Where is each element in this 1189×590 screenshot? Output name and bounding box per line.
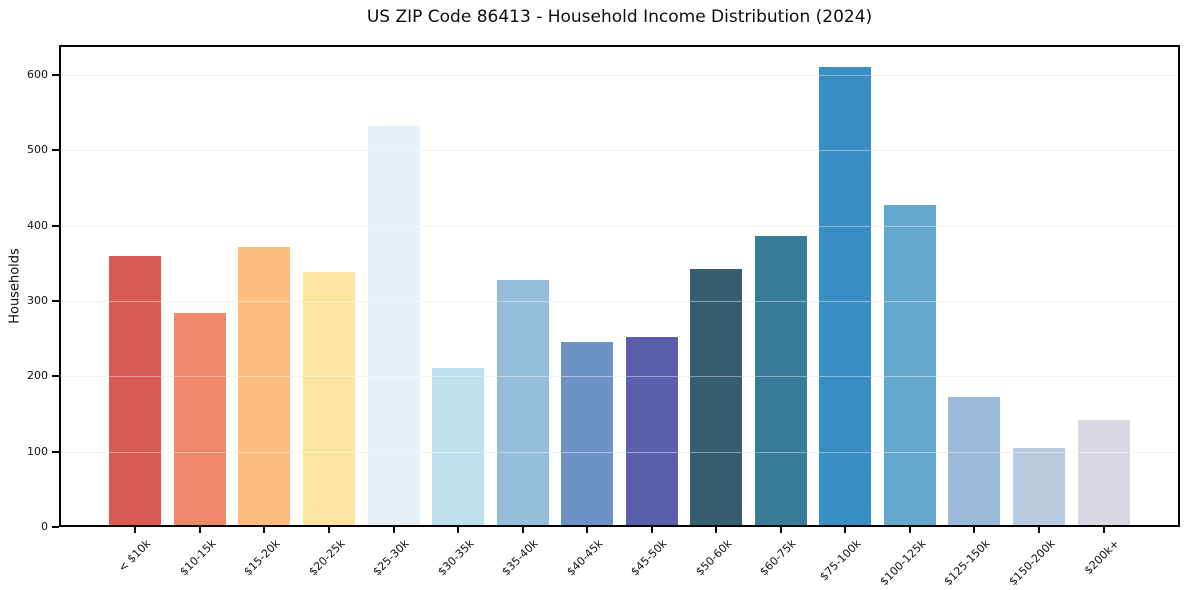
- bar-$125-150k: [948, 396, 1001, 527]
- gridline-500: [59, 150, 1180, 152]
- xtick-mark-12: [844, 527, 847, 533]
- bar-$200k+: [1077, 420, 1130, 527]
- plot-area: [59, 45, 1180, 527]
- bar-$50-60k: [690, 269, 743, 527]
- xtick-label-5: $25-30k: [370, 537, 412, 579]
- gridline-200: [59, 376, 1180, 378]
- xtick-label-4: $20-25k: [305, 537, 348, 579]
- bar-$40-45k: [561, 341, 614, 527]
- xtick-mark-6: [457, 527, 460, 533]
- xtick-mark-15: [1038, 527, 1040, 533]
- y-axis-label: Households: [7, 248, 23, 324]
- xtick-mark-3: [263, 527, 266, 533]
- gridline-600: [59, 75, 1180, 77]
- ytick-label-300: 300: [27, 294, 48, 308]
- xtick-label-7: $35-40k: [499, 537, 541, 579]
- bar-$60-75k: [754, 236, 807, 527]
- xtick-label-11: $60-75k: [757, 537, 800, 579]
- xtick-label-13: $100-125k: [876, 537, 929, 589]
- ytick-label-600: 600: [27, 68, 48, 82]
- xtick-mark-11: [779, 527, 782, 533]
- xtick-label-3: $15-20k: [241, 537, 283, 579]
- ytick-mark-300: [52, 300, 59, 303]
- ytick-mark-200: [52, 375, 59, 378]
- ytick-label-100: 100: [27, 444, 48, 458]
- gridline-overlay-200: [59, 376, 1180, 378]
- xtick-mark-2: [198, 527, 201, 533]
- xtick-mark-10: [715, 527, 718, 533]
- bar-$10-15k: [173, 313, 226, 527]
- xtick-mark-16: [1102, 527, 1105, 533]
- xtick-label-9: $45-50k: [628, 537, 670, 579]
- gridline-overlay-400: [59, 225, 1180, 227]
- bar-< $10k: [109, 255, 162, 527]
- ytick-mark-600: [52, 74, 59, 77]
- xtick-mark-14: [973, 527, 976, 533]
- xtick-label-12: $75-100k: [817, 537, 864, 584]
- bar-$25-30k: [367, 126, 420, 527]
- xtick-label-8: $40-45k: [564, 537, 606, 579]
- ytick-label-400: 400: [27, 218, 48, 232]
- ytick-label-500: 500: [27, 143, 48, 157]
- xtick-label-1: < $10k: [115, 537, 154, 575]
- plot-frame: [59, 45, 1180, 527]
- xtick-mark-5: [392, 527, 395, 533]
- gridline-overlay-300: [59, 301, 1180, 303]
- xtick-mark-13: [908, 527, 911, 533]
- gridline-overlay-600: [59, 75, 1180, 77]
- chart-title: US ZIP Code 86413 - Household Income Dis…: [366, 7, 873, 27]
- bar-$30-35k: [432, 368, 485, 527]
- bar-$20-25k: [302, 271, 355, 527]
- gridline-100: [59, 451, 1180, 453]
- xtick-label-2: $10-15k: [176, 537, 219, 579]
- xtick-mark-8: [586, 527, 589, 533]
- xtick-mark-7: [521, 527, 524, 533]
- gridline-overlay-500: [59, 150, 1180, 152]
- gridline-400: [59, 225, 1180, 227]
- bar-$150-200k: [1013, 447, 1065, 527]
- bar-$45-50k: [625, 336, 678, 527]
- xtick-mark-9: [650, 527, 653, 533]
- ytick-mark-100: [52, 450, 59, 453]
- xtick-label-14: $125-150k: [941, 537, 993, 589]
- ytick-mark-500: [52, 149, 59, 152]
- xtick-mark-4: [327, 527, 330, 533]
- xtick-label-16: $200k+: [1081, 537, 1122, 578]
- gridline-overlay-100: [59, 451, 1180, 453]
- bar-$100-125k: [883, 205, 936, 527]
- ytick-label-200: 200: [27, 369, 48, 383]
- bar-$75-100k: [819, 66, 872, 527]
- ytick-mark-400: [52, 224, 59, 227]
- ytick-label-0: 0: [41, 520, 48, 533]
- xtick-label-15: $150-200k: [1006, 537, 1058, 589]
- xtick-label-6: $30-35k: [434, 537, 477, 579]
- gridline-300: [59, 301, 1180, 303]
- xtick-mark-1: [134, 527, 137, 533]
- xtick-label-10: $50-60k: [693, 537, 735, 579]
- ytick-mark-0: [52, 526, 59, 528]
- bar-$35-40k: [496, 280, 549, 527]
- bar-$15-20k: [238, 246, 291, 527]
